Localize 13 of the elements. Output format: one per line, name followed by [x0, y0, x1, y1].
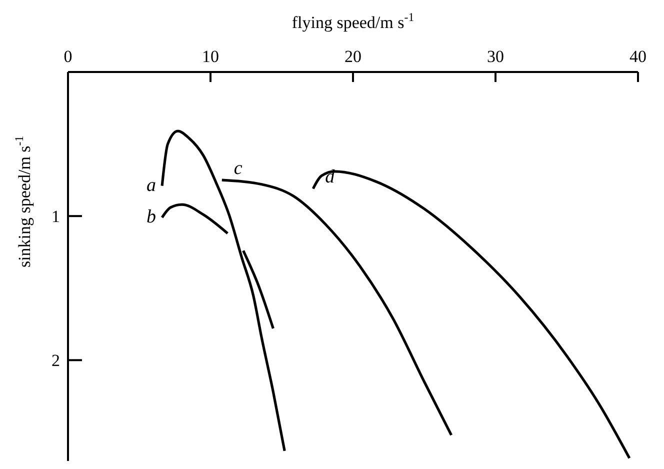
x-tick-label: 40 [630, 47, 646, 66]
x-tick-label: 30 [487, 47, 504, 66]
line-series [160, 130, 286, 452]
x-axis-title: flying speed/m s$^{-1}$ [292, 10, 414, 32]
x-tick-label: 10 [202, 47, 219, 66]
y-tick-label: 2 [52, 351, 60, 370]
series-label: b [146, 206, 156, 228]
x-tick-label: 0 [64, 47, 72, 66]
series-label: a [146, 174, 156, 196]
series-label: c [234, 158, 243, 180]
line-series [312, 170, 631, 460]
y-tick-label: 1 [52, 207, 60, 226]
x-tick-label: 20 [344, 47, 362, 66]
